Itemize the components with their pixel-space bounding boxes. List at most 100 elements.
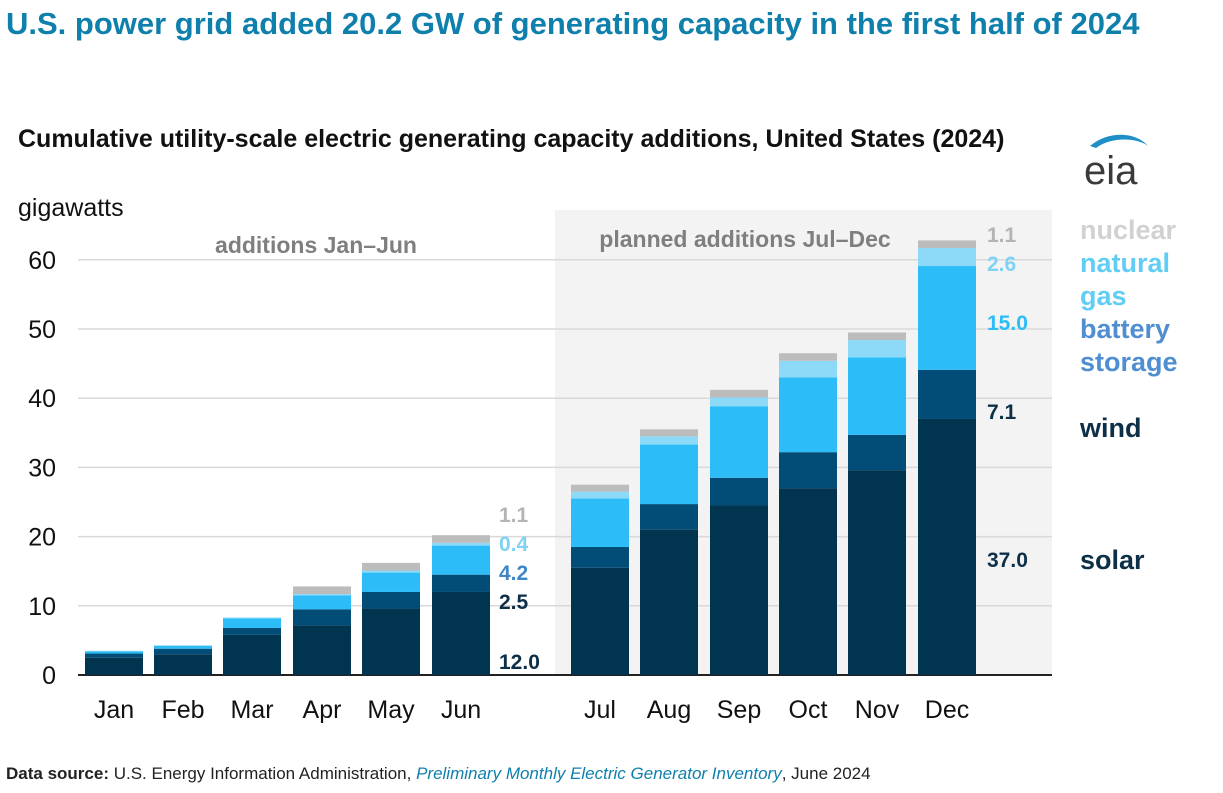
source-prefix: Data source: [6,764,109,783]
bar-segment-natural-gas-dec [918,248,976,267]
bar-segment-solar-mar [223,634,281,675]
source-date: , June 2024 [781,764,871,783]
x-tick-label: Dec [925,696,969,724]
bar-segment-solar-may [362,608,420,675]
legend-item-battery-storage: storage [1080,347,1178,377]
bar-segment-solar-sep [710,505,768,675]
bar-segment-solar-feb [154,654,212,675]
y-tick-label: 20 [28,524,56,552]
bar-segment-natural-gas-mar [223,617,281,619]
legend-item-solar: solar [1080,545,1145,575]
eia-logo-swoosh [1090,134,1148,148]
bar-segment-wind-feb [154,648,212,655]
x-tick-label: Jul [584,696,616,724]
region-label: additions Jan–Jun [215,232,417,258]
y-tick-label: 60 [28,247,56,275]
segment-value-label: 1.1 [987,224,1017,247]
segment-value-label: 15.0 [987,312,1028,335]
bar-segment-solar-oct [779,488,837,675]
bar-segment-wind-may [362,591,420,609]
eia-logo: eia [1084,134,1148,192]
bar-segment-nuclear-sep [710,389,768,398]
data-source: Data source: U.S. Energy Information Adm… [6,764,871,784]
segment-value-label: 2.5 [499,591,529,614]
bar-segment-natural-gas-jul [571,491,629,499]
bar-segment-wind-sep [710,477,768,506]
source-publication-link[interactable]: Preliminary Monthly Electric Generator I… [416,764,782,783]
y-tick-label: 10 [28,593,56,621]
bar-segment-battery-storage-jan [85,651,143,654]
y-axis-unit-label: gigawatts [18,194,124,222]
bar-segment-natural-gas-nov [848,340,906,358]
bar-segment-solar-jan [85,657,143,675]
y-tick-label: 50 [28,316,56,344]
bar-segment-wind-aug [640,504,698,530]
x-tick-label: Mar [230,696,273,724]
bar-segment-nuclear-apr [293,586,351,595]
bar-segment-natural-gas-jan [85,650,143,652]
bar-segment-wind-jul [571,546,629,568]
x-tick-label: Apr [303,696,342,724]
bar-segment-wind-dec [918,369,976,419]
segment-value-label: 12.0 [499,651,540,674]
region-label: planned additions Jul–Dec [599,226,891,252]
headline: U.S. power grid added 20.2 GW of generat… [6,6,1140,41]
bar-segment-solar-dec [918,418,976,675]
bar-segment-battery-storage-may [362,572,420,592]
y-tick-label: 30 [28,454,56,482]
bar-segment-solar-nov [848,470,906,675]
bar-segment-wind-jun [432,574,490,592]
bar-segment-battery-storage-mar [223,618,281,628]
segment-value-label: 7.1 [987,401,1017,424]
bar-segment-wind-oct [779,452,837,489]
bar-segment-solar-jun [432,591,490,675]
bar-segment-battery-storage-sep [710,406,768,478]
bar-segment-battery-storage-feb [154,645,212,649]
legend-item-nuclear: nuclear [1080,215,1177,245]
bar-segment-battery-storage-oct [779,377,837,453]
x-tick-label: Nov [855,696,900,724]
bar-segment-battery-storage-jul [571,498,629,547]
bar-segment-solar-aug [640,529,698,675]
legend-item-battery-storage: battery [1080,314,1170,344]
x-tick-label: Jun [441,696,481,724]
bar-segment-solar-jul [571,567,629,675]
eia-logo-text: eia [1084,149,1138,192]
bar-segment-natural-gas-sep [710,397,768,407]
bar-segment-wind-apr [293,609,351,626]
x-tick-label: May [367,696,415,724]
bar-segment-nuclear-nov [848,332,906,341]
x-tick-label: Jan [94,696,134,724]
segment-value-label: 2.6 [987,253,1016,276]
bar-segment-natural-gas-jun [432,542,490,546]
legend-item-natural-gas: natural [1080,248,1170,278]
bar-segment-nuclear-oct [779,353,837,361]
bar-segment-natural-gas-aug [640,436,698,445]
legend-item-natural-gas: gas [1080,281,1127,311]
bar-segment-natural-gas-feb [154,645,212,646]
bar-segment-natural-gas-apr [293,594,351,596]
x-tick-label: Oct [789,696,828,724]
bar-segment-nuclear-aug [640,429,698,437]
chart-title: Cumulative utility-scale electric genera… [18,125,1005,153]
x-tick-label: Aug [647,696,691,724]
segment-value-label: 1.1 [499,504,529,527]
source-org: U.S. Energy Information Administration, [108,764,417,783]
bar-segment-wind-jan [85,653,143,658]
bar-segment-battery-storage-nov [848,357,906,435]
bar-segment-natural-gas-oct [779,360,837,378]
bar-segment-solar-apr [293,625,351,675]
bar-segment-nuclear-may [362,562,420,571]
bar-segment-wind-nov [848,434,906,471]
bar-segment-nuclear-dec [918,240,976,249]
x-tick-label: Sep [717,696,761,724]
bar-segment-battery-storage-aug [640,444,698,505]
segment-value-label: 37.0 [987,549,1028,572]
legend-item-wind: wind [1079,413,1142,443]
segment-value-label: 4.2 [499,562,528,585]
bar-segment-nuclear-jul [571,484,629,492]
bar-segment-nuclear-jun [432,535,490,543]
bar-segment-battery-storage-apr [293,595,351,610]
x-tick-label: Feb [161,696,204,724]
